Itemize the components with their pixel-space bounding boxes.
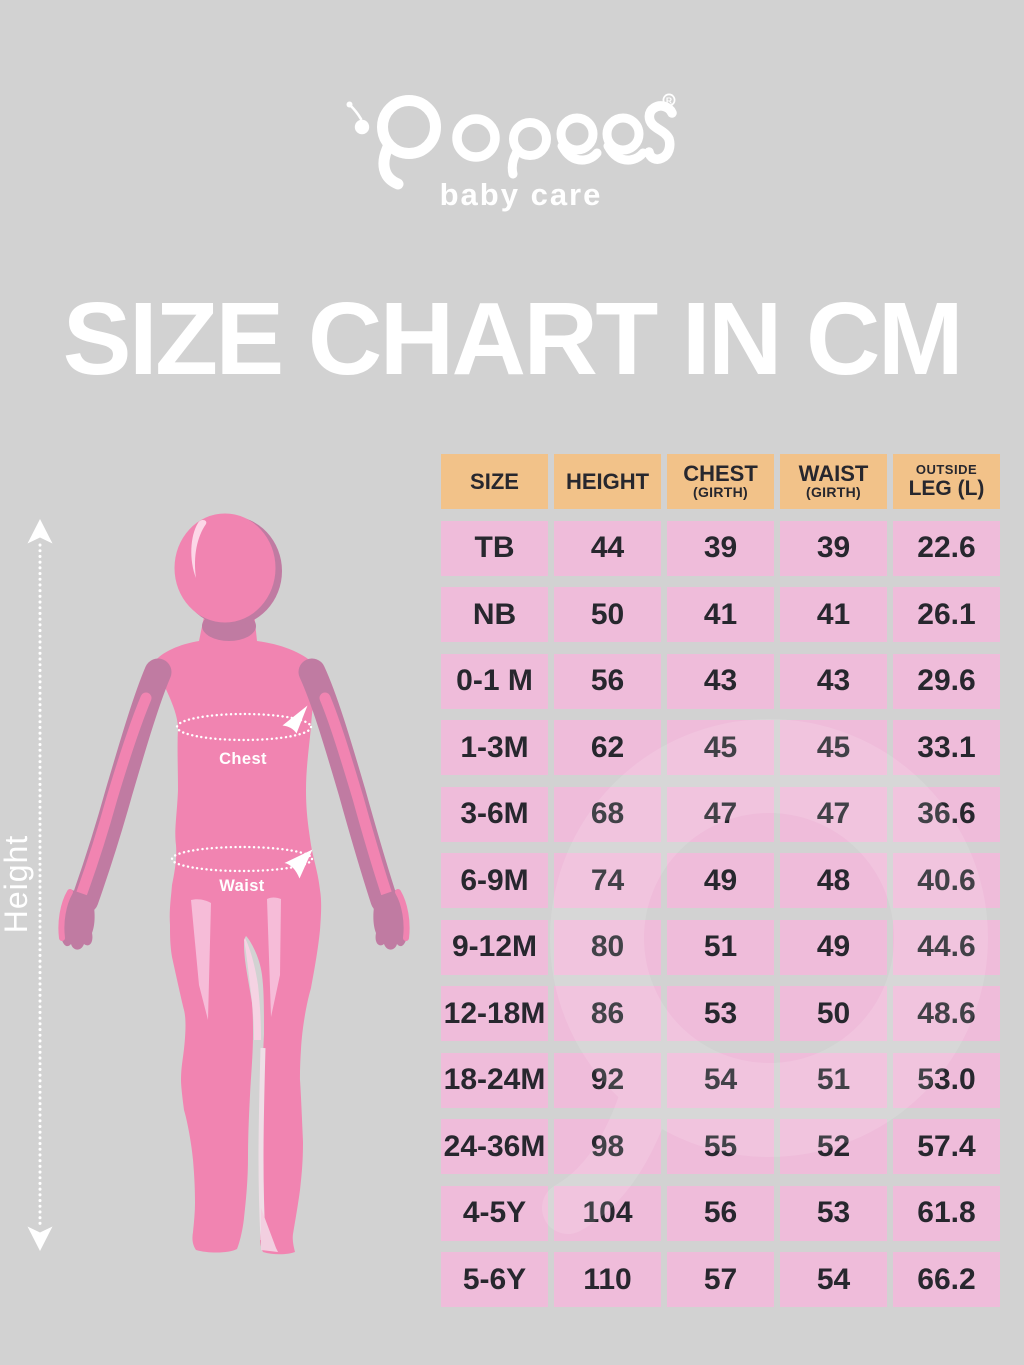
svg-text:R: R	[666, 95, 673, 105]
svg-text:baby care: baby care	[440, 177, 603, 212]
svg-text:Waist: Waist	[219, 877, 264, 895]
svg-text:Chest: Chest	[219, 750, 267, 768]
svg-text:Height: Height	[0, 835, 34, 934]
